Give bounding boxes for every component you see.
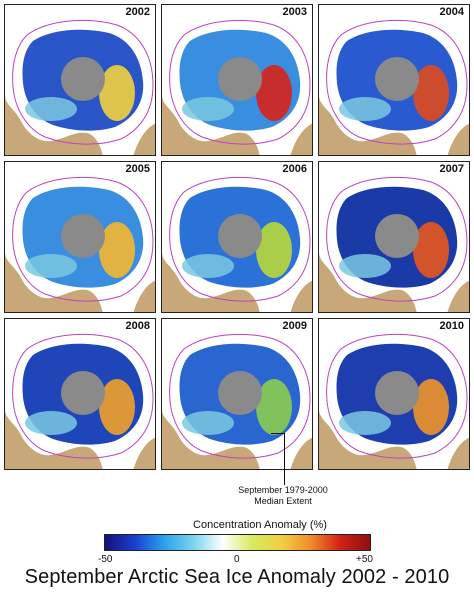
panel-year-label: 2008 [123, 320, 152, 333]
near-zero-anomaly-patch [339, 97, 391, 121]
pole-hole [218, 371, 262, 415]
positive-anomaly-patch [413, 222, 449, 278]
near-zero-anomaly-patch [182, 97, 234, 121]
figure-title: September Arctic Sea Ice Anomaly 2002 - … [24, 566, 450, 588]
map-panel-2009: 2009 [161, 318, 313, 470]
pole-hole [61, 371, 105, 415]
callout-leader-vertical [284, 433, 285, 485]
callout-leader-horizontal [271, 433, 285, 434]
median-extent-line [169, 19, 311, 145]
map-panel-2004: 2004 [318, 4, 470, 156]
positive-anomaly-patch [413, 379, 449, 435]
near-zero-anomaly-patch [25, 411, 77, 435]
map-panel-2006: 2006 [161, 161, 313, 313]
positive-anomaly-patch [256, 379, 292, 435]
panel-year-label: 2007 [437, 163, 466, 176]
median-extent-line [326, 333, 468, 459]
median-extent-line [326, 176, 468, 302]
panel-year-label: 2003 [280, 6, 309, 19]
near-zero-anomaly-patch [339, 411, 391, 435]
panel-year-label: 2005 [123, 163, 152, 176]
pole-hole [218, 214, 262, 258]
map-panel-2003: 2003 [161, 4, 313, 156]
pole-hole [375, 371, 419, 415]
positive-anomaly-patch [99, 379, 135, 435]
map-panel-2005: 2005 [4, 161, 156, 313]
positive-anomaly-patch [99, 65, 135, 121]
callout-line-1: September 1979-2000 [238, 485, 328, 495]
legend-max-label: +50 [356, 554, 373, 565]
median-extent-line [169, 176, 311, 302]
near-zero-anomaly-patch [25, 254, 77, 278]
legend-mid-label: 0 [234, 554, 240, 565]
panel-year-label: 2002 [123, 6, 152, 19]
median-extent-line [12, 19, 154, 145]
median-extent-callout: September 1979-2000 Median Extent [218, 485, 348, 507]
median-extent-line [326, 19, 468, 145]
legend-title: Concentration Anomaly (%) [193, 519, 327, 531]
near-zero-anomaly-patch [339, 254, 391, 278]
map-panel-2007: 2007 [318, 161, 470, 313]
map-panel-2002: 2002 [4, 4, 156, 156]
positive-anomaly-patch [413, 65, 449, 121]
positive-anomaly-patch [256, 65, 292, 121]
positive-anomaly-patch [256, 222, 292, 278]
near-zero-anomaly-patch [25, 97, 77, 121]
pole-hole [61, 57, 105, 101]
pole-hole [61, 214, 105, 258]
pole-hole [218, 57, 262, 101]
panel-year-label: 2010 [437, 320, 466, 333]
legend-min-label: -50 [98, 554, 113, 565]
median-extent-line [169, 333, 311, 459]
pole-hole [375, 57, 419, 101]
map-panel-2008: 2008 [4, 318, 156, 470]
panel-year-label: 2006 [280, 163, 309, 176]
map-panel-2010: 2010 [318, 318, 470, 470]
near-zero-anomaly-patch [182, 254, 234, 278]
panel-year-label: 2009 [280, 320, 309, 333]
median-extent-line [12, 333, 154, 459]
colorbar [104, 534, 371, 551]
pole-hole [375, 214, 419, 258]
median-extent-line [12, 176, 154, 302]
positive-anomaly-patch [99, 222, 135, 278]
near-zero-anomaly-patch [182, 411, 234, 435]
callout-line-2: Median Extent [254, 496, 312, 506]
panel-year-label: 2004 [437, 6, 466, 19]
